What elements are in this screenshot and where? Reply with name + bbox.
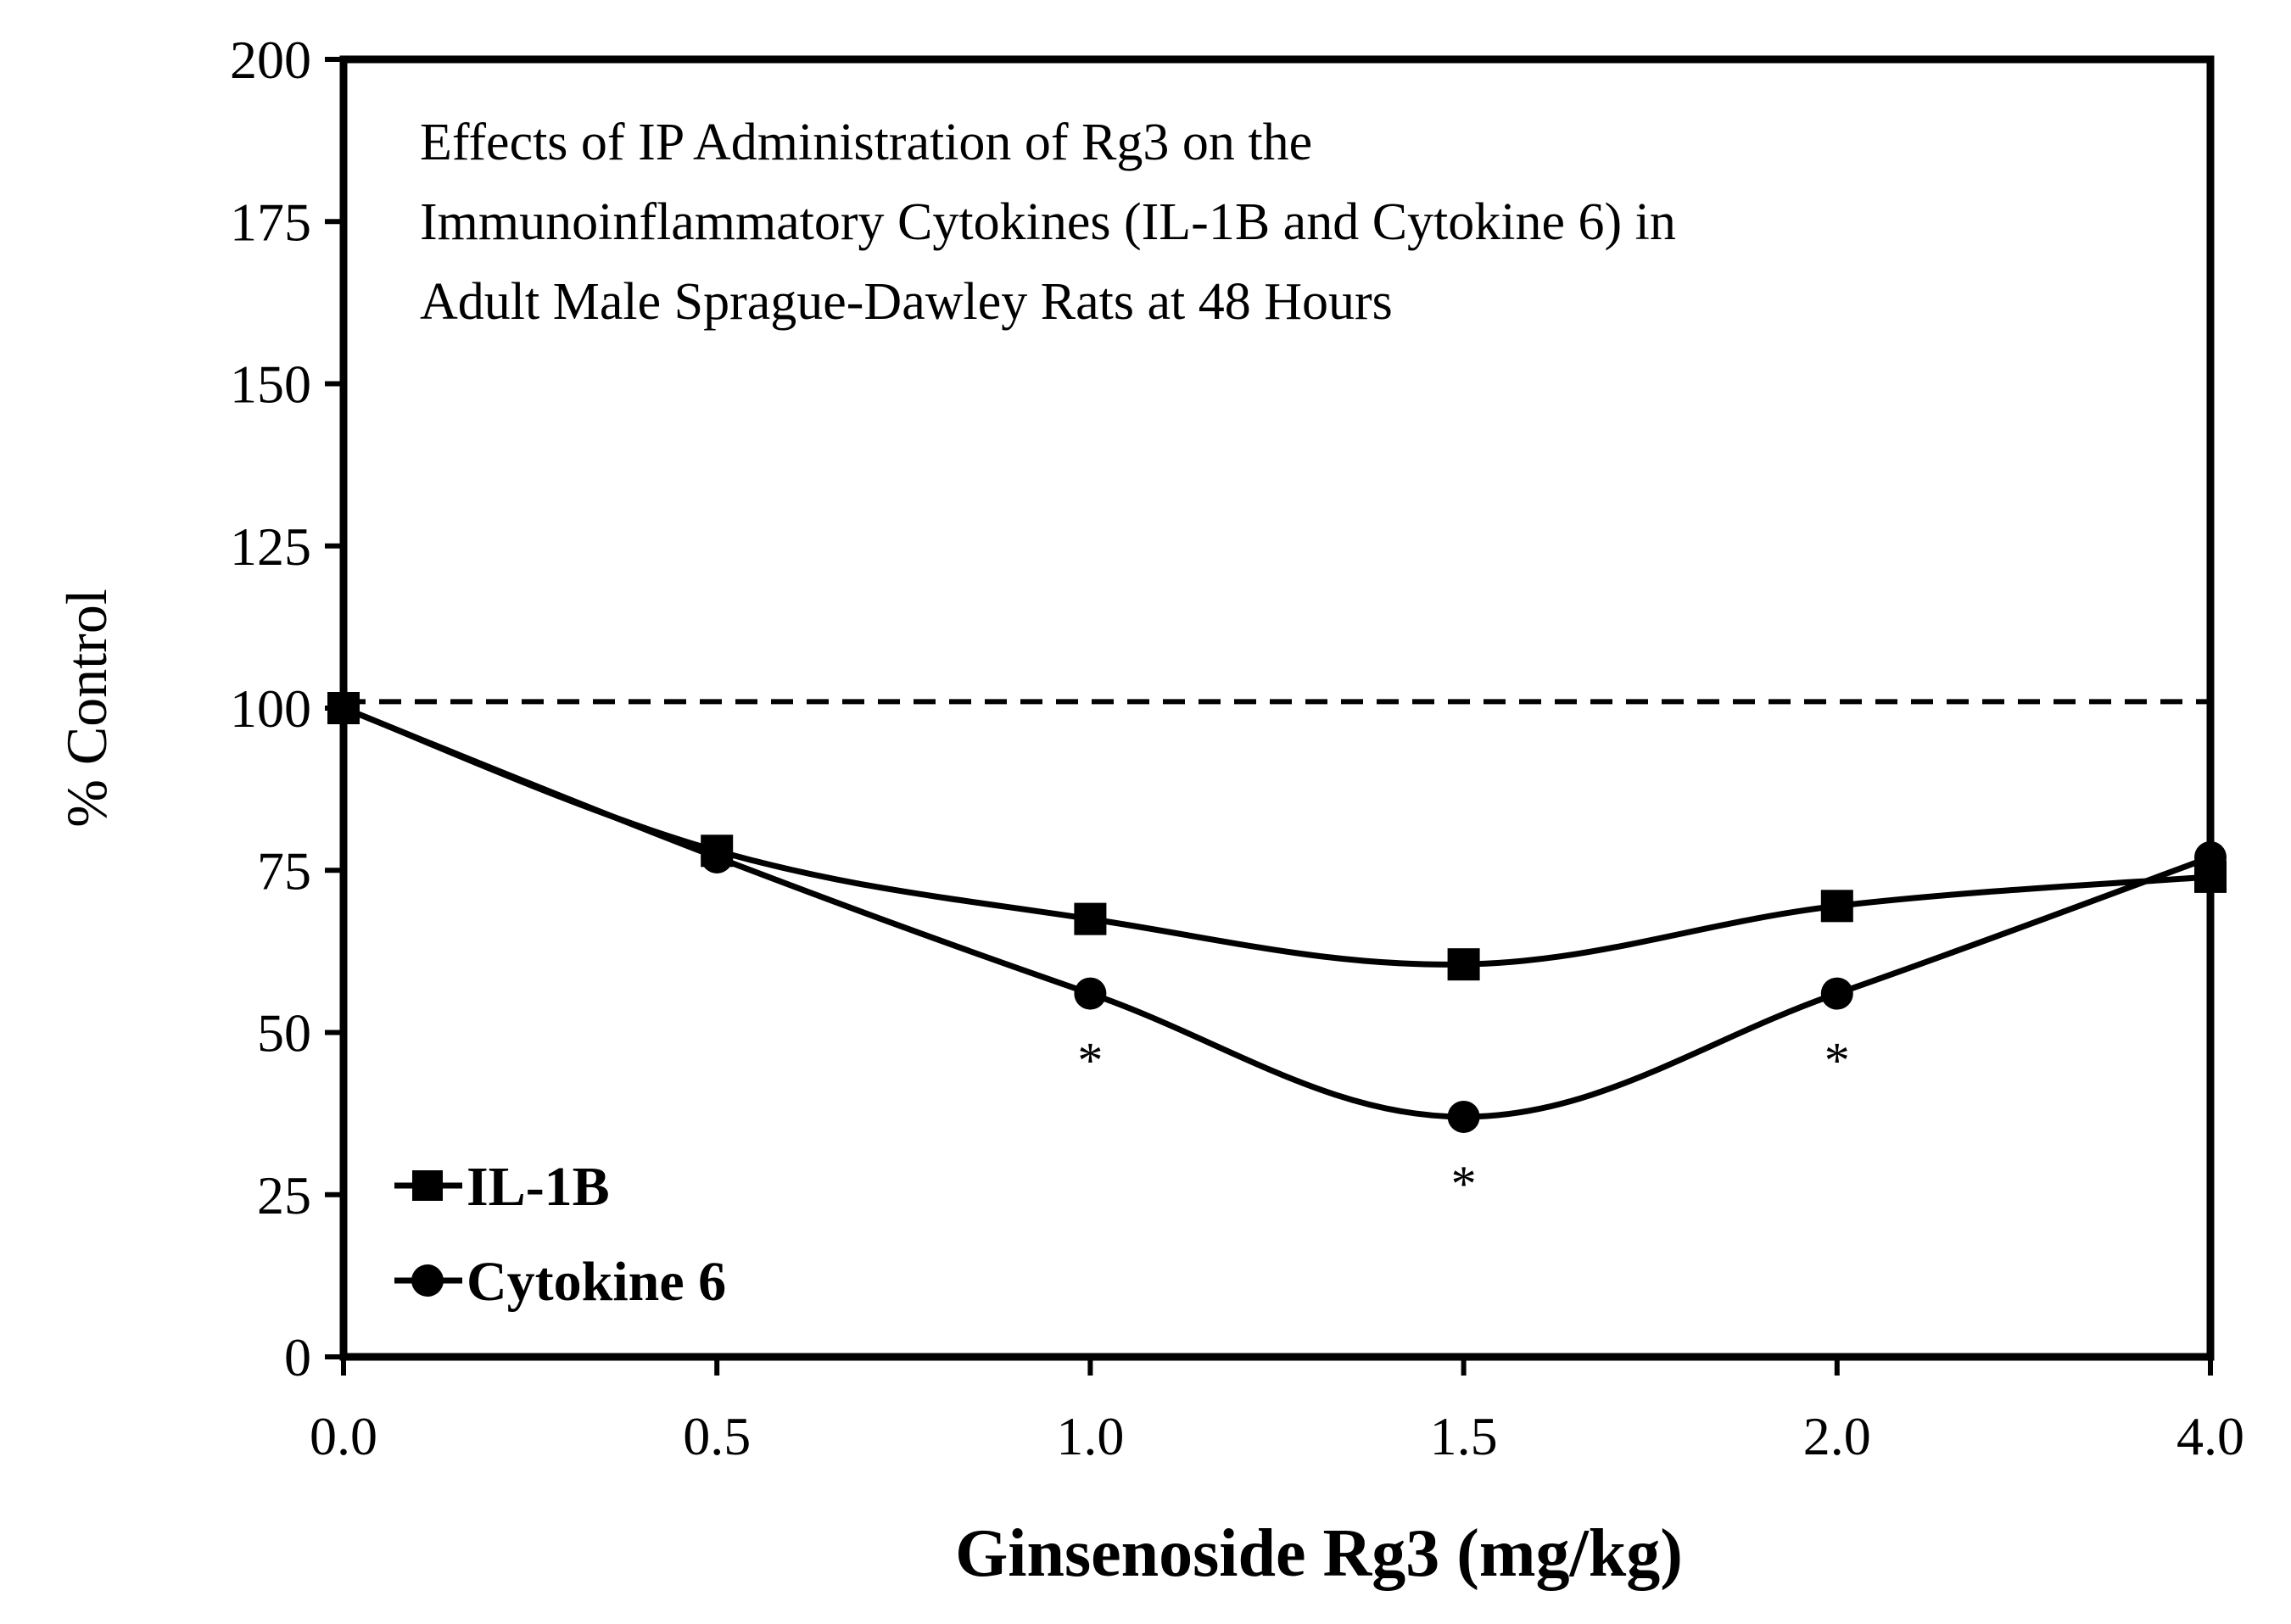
legend-item-cytokine-6: Cytokine 6	[394, 1251, 726, 1313]
y-tick-label-150: 150	[230, 354, 311, 415]
point-il-1b-1.5	[1447, 948, 1480, 981]
y-tick-label-125: 125	[230, 516, 311, 577]
y-tick-label-75: 75	[257, 840, 311, 901]
legend-label-cytokine-6: Cytokine 6	[467, 1251, 726, 1313]
x-tick-label-1.0: 1.0	[1056, 1406, 1124, 1466]
marker-layer	[327, 692, 2227, 1133]
legend: IL-1B Cytokine 6	[394, 1156, 726, 1313]
y-tick-label-50: 50	[257, 1003, 311, 1063]
point-cytokine-6-0.0	[327, 692, 360, 724]
y-tick-label-25: 25	[257, 1165, 311, 1225]
significance-asterisk-3: *	[1824, 1032, 1850, 1088]
chart-title-line-2: Immunoinflammatory Cytokines (IL-1B and …	[420, 193, 1676, 251]
annotation-layer: * * *	[1077, 1032, 1849, 1211]
series-line-cytokine-6	[340, 705, 2214, 1120]
y-axis-title: % Control	[54, 589, 119, 827]
y-tick-label-175: 175	[230, 192, 311, 252]
point-cytokine-6-1.5	[1447, 1100, 1480, 1133]
significance-asterisk-2: *	[1451, 1156, 1477, 1212]
point-il-1b-2.0	[1820, 890, 1853, 923]
x-axis: 0.0 0.5 1.0 1.5 2.0 4.0	[310, 1357, 2244, 1466]
point-cytokine-6-2.0	[1820, 977, 1853, 1010]
point-cytokine-6-1.0	[1074, 977, 1107, 1010]
chart-title-line-1: Effects of IP Administration of Rg3 on t…	[420, 114, 1312, 171]
series-layer	[340, 705, 2214, 1120]
legend-square-marker	[412, 1170, 443, 1201]
legend-label-il-1b: IL-1B	[467, 1156, 610, 1218]
x-axis-title: Ginsenoside Rg3 (mg/kg)	[955, 1516, 1683, 1591]
legend-circle-marker	[411, 1264, 444, 1297]
y-tick-label-0: 0	[284, 1327, 311, 1387]
x-tick-label-2.0: 2.0	[1803, 1406, 1871, 1466]
point-cytokine-6-4.0	[2194, 840, 2227, 873]
x-tick-label-1.5: 1.5	[1430, 1406, 1498, 1466]
legend-item-il-1b: IL-1B	[394, 1156, 610, 1218]
significance-asterisk-1: *	[1077, 1032, 1103, 1088]
x-tick-label-0.0: 0.0	[310, 1406, 377, 1466]
y-tick-label-100: 100	[230, 678, 311, 739]
chart-title-line-3: Adult Male Sprague-Dawley Rats at 48 Hou…	[420, 273, 1393, 331]
x-tick-label-0.5: 0.5	[683, 1406, 751, 1466]
point-il-1b-1.0	[1074, 902, 1107, 935]
point-cytokine-6-0.5	[701, 840, 734, 873]
x-tick-label-4.0: 4.0	[2176, 1406, 2244, 1466]
y-tick-label-200: 200	[230, 30, 311, 90]
